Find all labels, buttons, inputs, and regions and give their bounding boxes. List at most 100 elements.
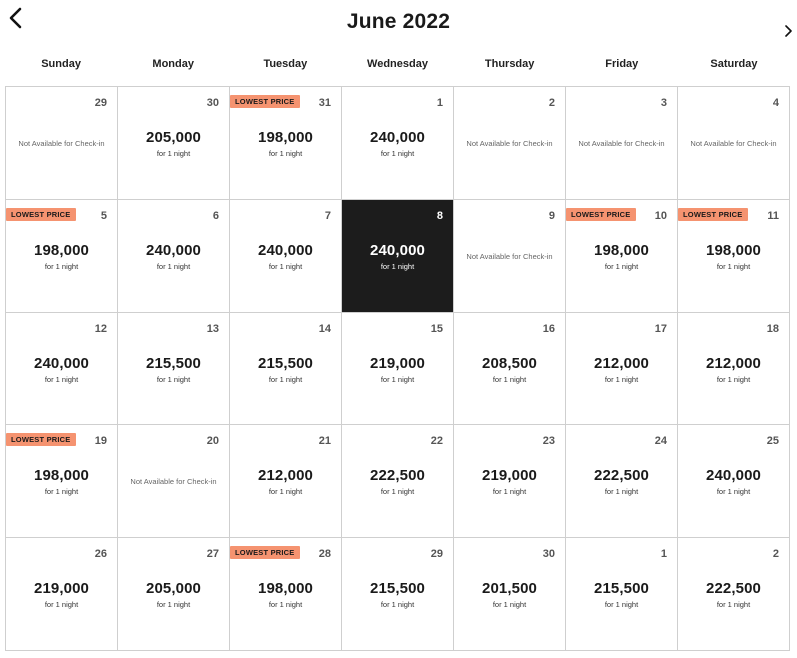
day-number: 16 (542, 322, 555, 335)
calendar-day-cell[interactable]: LOWEST PRICE 11 198,000 for 1 night (678, 199, 790, 313)
calendar-day-cell[interactable]: 12 240,000 for 1 night (6, 312, 118, 426)
calendar-day-cell[interactable]: 21 212,000 for 1 night (230, 425, 342, 539)
night-price: 240,000 (370, 129, 425, 146)
day-number: 28 (318, 548, 331, 561)
lowest-price-badge: LOWEST PRICE (6, 433, 76, 447)
calendar-day-cell[interactable]: 25 240,000 for 1 night (678, 425, 790, 539)
day-number: 2 (772, 548, 779, 561)
not-available-label: Not Available for Check-in (18, 139, 105, 148)
night-price: 198,000 (258, 580, 313, 598)
night-price: 222,500 (370, 467, 425, 485)
calendar-day-cell: 4 Not Available for Check-in (678, 87, 790, 200)
night-price: 222,500 (706, 580, 761, 598)
per-night-label: for 1 night (716, 487, 751, 497)
not-available-label: Not Available for Check-in (690, 139, 777, 148)
calendar-day-cell[interactable]: 26 219,000 for 1 night (6, 538, 118, 651)
not-available-label: Not Available for Check-in (466, 139, 553, 148)
per-night-label: for 1 night (44, 600, 79, 610)
calendar-day-cell: 3 Not Available for Check-in (566, 87, 678, 200)
night-price: 215,500 (370, 580, 425, 598)
calendar-day-cell[interactable]: 14 215,500 for 1 night (230, 312, 342, 426)
per-night-label: for 1 night (716, 600, 751, 610)
calendar-day-cell[interactable]: 6 240,000 for 1 night (118, 199, 230, 313)
calendar-day-cell[interactable]: 27 205,000 for 1 night (118, 538, 230, 651)
calendar-day-cell[interactable]: 24 222,500 for 1 night (566, 425, 678, 539)
calendar-day-cell[interactable]: 13 215,500 for 1 night (118, 312, 230, 426)
calendar-day-cell[interactable]: LOWEST PRICE 28 198,000 for 1 night (230, 538, 342, 651)
day-number: 3 (660, 97, 667, 109)
calendar-day-cell[interactable]: 18 212,000 for 1 night (678, 312, 790, 426)
night-price: 212,000 (706, 354, 761, 372)
day-number: 22 (430, 435, 443, 448)
night-price: 240,000 (34, 354, 89, 372)
day-number: 10 (654, 209, 667, 222)
lowest-price-badge: LOWEST PRICE (230, 546, 300, 560)
per-night-label: for 1 night (380, 487, 415, 497)
per-night-label: for 1 night (156, 261, 191, 271)
next-month-button[interactable] (781, 22, 795, 40)
lowest-price-badge: LOWEST PRICE (6, 207, 76, 221)
calendar-day-cell[interactable]: 1 240,000 for 1 night (342, 87, 454, 200)
night-price: 212,000 (258, 467, 313, 485)
day-number: 23 (542, 435, 555, 448)
night-price: 240,000 (706, 467, 761, 485)
day-number: 24 (654, 435, 667, 448)
calendar-day-cell[interactable]: LOWEST PRICE 10 198,000 for 1 night (566, 199, 678, 313)
calendar-day-cell[interactable]: LOWEST PRICE 19 198,000 for 1 night (6, 425, 118, 539)
calendar-day-cell[interactable]: 1 215,500 for 1 night (566, 538, 678, 651)
weekday-header: Sunday Monday Tuesday Wednesday Thursday… (5, 58, 790, 70)
calendar-day-cell[interactable]: 23 219,000 for 1 night (454, 425, 566, 539)
night-price: 222,500 (594, 467, 649, 485)
calendar-day-cell[interactable]: 29 215,500 for 1 night (342, 538, 454, 651)
day-number: 12 (94, 322, 107, 335)
per-night-label: for 1 night (44, 374, 79, 384)
calendar-grid: 29 Not Available for Check-in 30 205,000 for… (5, 86, 790, 651)
day-number: 6 (212, 209, 219, 222)
day-number: 13 (206, 322, 219, 335)
day-number: 31 (318, 97, 331, 109)
day-number: 7 (324, 209, 331, 222)
per-night-label: for 1 night (268, 149, 303, 158)
per-night-label: for 1 night (156, 149, 191, 158)
night-price: 240,000 (258, 241, 313, 259)
night-price: 215,500 (146, 354, 201, 372)
calendar-day-cell[interactable]: 16 208,500 for 1 night (454, 312, 566, 426)
day-number: 2 (548, 97, 555, 109)
day-number: 9 (548, 209, 555, 222)
calendar-day-cell[interactable]: 30 201,500 for 1 night (454, 538, 566, 651)
night-price: 215,500 (594, 580, 649, 598)
night-price: 205,000 (146, 129, 201, 146)
calendar-day-cell: 2 Not Available for Check-in (454, 87, 566, 200)
night-price: 212,000 (594, 354, 649, 372)
night-price: 208,500 (482, 354, 537, 372)
calendar-day-cell: 20 Not Available for Check-in (118, 425, 230, 539)
day-number: 5 (100, 209, 107, 222)
night-price: 198,000 (594, 241, 649, 259)
calendar-day-cell[interactable]: 22 222,500 for 1 night (342, 425, 454, 539)
per-night-label: for 1 night (604, 374, 639, 384)
calendar-day-cell[interactable]: 15 219,000 for 1 night (342, 312, 454, 426)
night-price: 198,000 (34, 467, 89, 485)
chevron-right-icon (785, 25, 792, 37)
per-night-label: for 1 night (268, 487, 303, 497)
calendar-day-cell[interactable]: 2 222,500 for 1 night (678, 538, 790, 651)
night-price: 198,000 (258, 129, 313, 146)
day-number: 18 (766, 322, 779, 335)
night-price: 198,000 (706, 241, 761, 259)
weekday-monday: Monday (152, 58, 194, 70)
calendar-day-cell[interactable]: 8 240,000 for 1 night (342, 199, 454, 313)
per-night-label: for 1 night (44, 487, 79, 497)
day-number: 14 (318, 322, 331, 335)
calendar-day-cell[interactable]: LOWEST PRICE 31 198,000 for 1 night (230, 87, 342, 200)
calendar-day-cell[interactable]: 17 212,000 for 1 night (566, 312, 678, 426)
day-number: 26 (94, 548, 107, 561)
calendar-day-cell[interactable]: 7 240,000 for 1 night (230, 199, 342, 313)
lowest-price-badge: LOWEST PRICE (230, 95, 300, 108)
calendar-day-cell[interactable]: 30 205,000 for 1 night (118, 87, 230, 200)
lowest-price-badge: LOWEST PRICE (566, 207, 636, 221)
weekday-tuesday: Tuesday (263, 58, 308, 70)
prev-month-button[interactable] (4, 4, 28, 32)
per-night-label: for 1 night (268, 600, 303, 610)
night-price: 205,000 (146, 580, 201, 598)
calendar-day-cell[interactable]: LOWEST PRICE 5 198,000 for 1 night (6, 199, 118, 313)
